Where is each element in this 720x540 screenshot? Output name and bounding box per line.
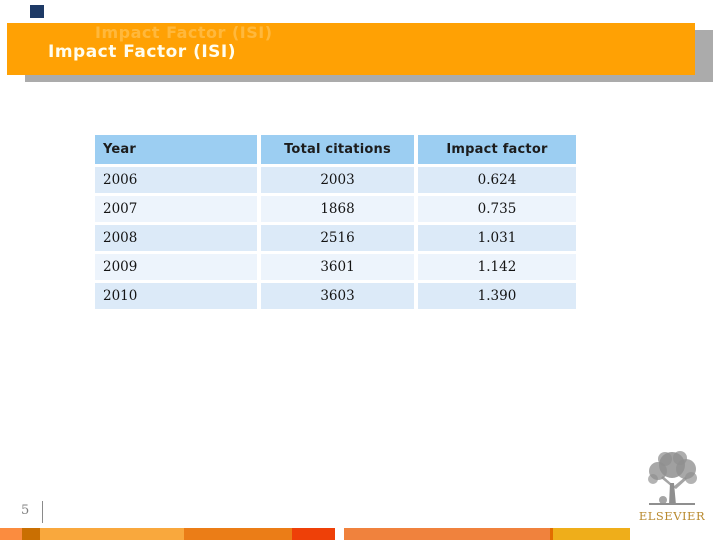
header-cell-total-citations: Total citations xyxy=(261,135,414,164)
strip-segment xyxy=(550,528,553,540)
header-cell-year: Year xyxy=(95,135,257,164)
table-cell: 1.390 xyxy=(418,283,576,309)
footer-divider-line xyxy=(42,501,43,523)
bottom-color-strip xyxy=(0,528,720,540)
table-cell: 2008 xyxy=(95,225,257,251)
table-cell: 0.624 xyxy=(418,167,576,193)
page-number: 5 xyxy=(21,503,30,518)
strip-segment xyxy=(344,528,550,540)
table-cell: 2007 xyxy=(95,196,257,222)
elsevier-wordmark: ELSEVIER xyxy=(638,509,706,523)
table-cell: 2010 xyxy=(95,283,257,309)
corner-accent-square xyxy=(30,5,44,18)
strip-segment xyxy=(553,528,630,540)
impact-factor-table: Year Total citations Impact factor 2006 … xyxy=(95,135,576,309)
strip-segment xyxy=(292,528,335,540)
strip-segment xyxy=(335,528,344,540)
table-cell: 2516 xyxy=(261,225,414,251)
table-cell: 1.142 xyxy=(418,254,576,280)
strip-segment xyxy=(184,528,292,540)
strip-segment xyxy=(40,528,184,540)
strip-segment xyxy=(22,528,40,540)
table-cell: 3603 xyxy=(261,283,414,309)
table-cell: 1868 xyxy=(261,196,414,222)
table-cell: 1.031 xyxy=(418,225,576,251)
table-cell: 2006 xyxy=(95,167,257,193)
table-cell: 0.735 xyxy=(418,196,576,222)
elsevier-logo: ELSEVIER xyxy=(629,450,715,523)
table-cell: 2009 xyxy=(95,254,257,280)
strip-segment xyxy=(630,528,720,540)
elsevier-tree-icon xyxy=(648,451,697,505)
header-cell-impact-factor: Impact factor xyxy=(418,135,576,164)
slide-title: Impact Factor (ISI) xyxy=(48,42,237,62)
title-bar: Impact Factor (ISI) Impact Factor (ISI) xyxy=(7,23,695,75)
strip-segment xyxy=(0,528,22,540)
ghost-title: Impact Factor (ISI) xyxy=(95,23,273,42)
table-cell: 3601 xyxy=(261,254,414,280)
table-cell: 2003 xyxy=(261,167,414,193)
